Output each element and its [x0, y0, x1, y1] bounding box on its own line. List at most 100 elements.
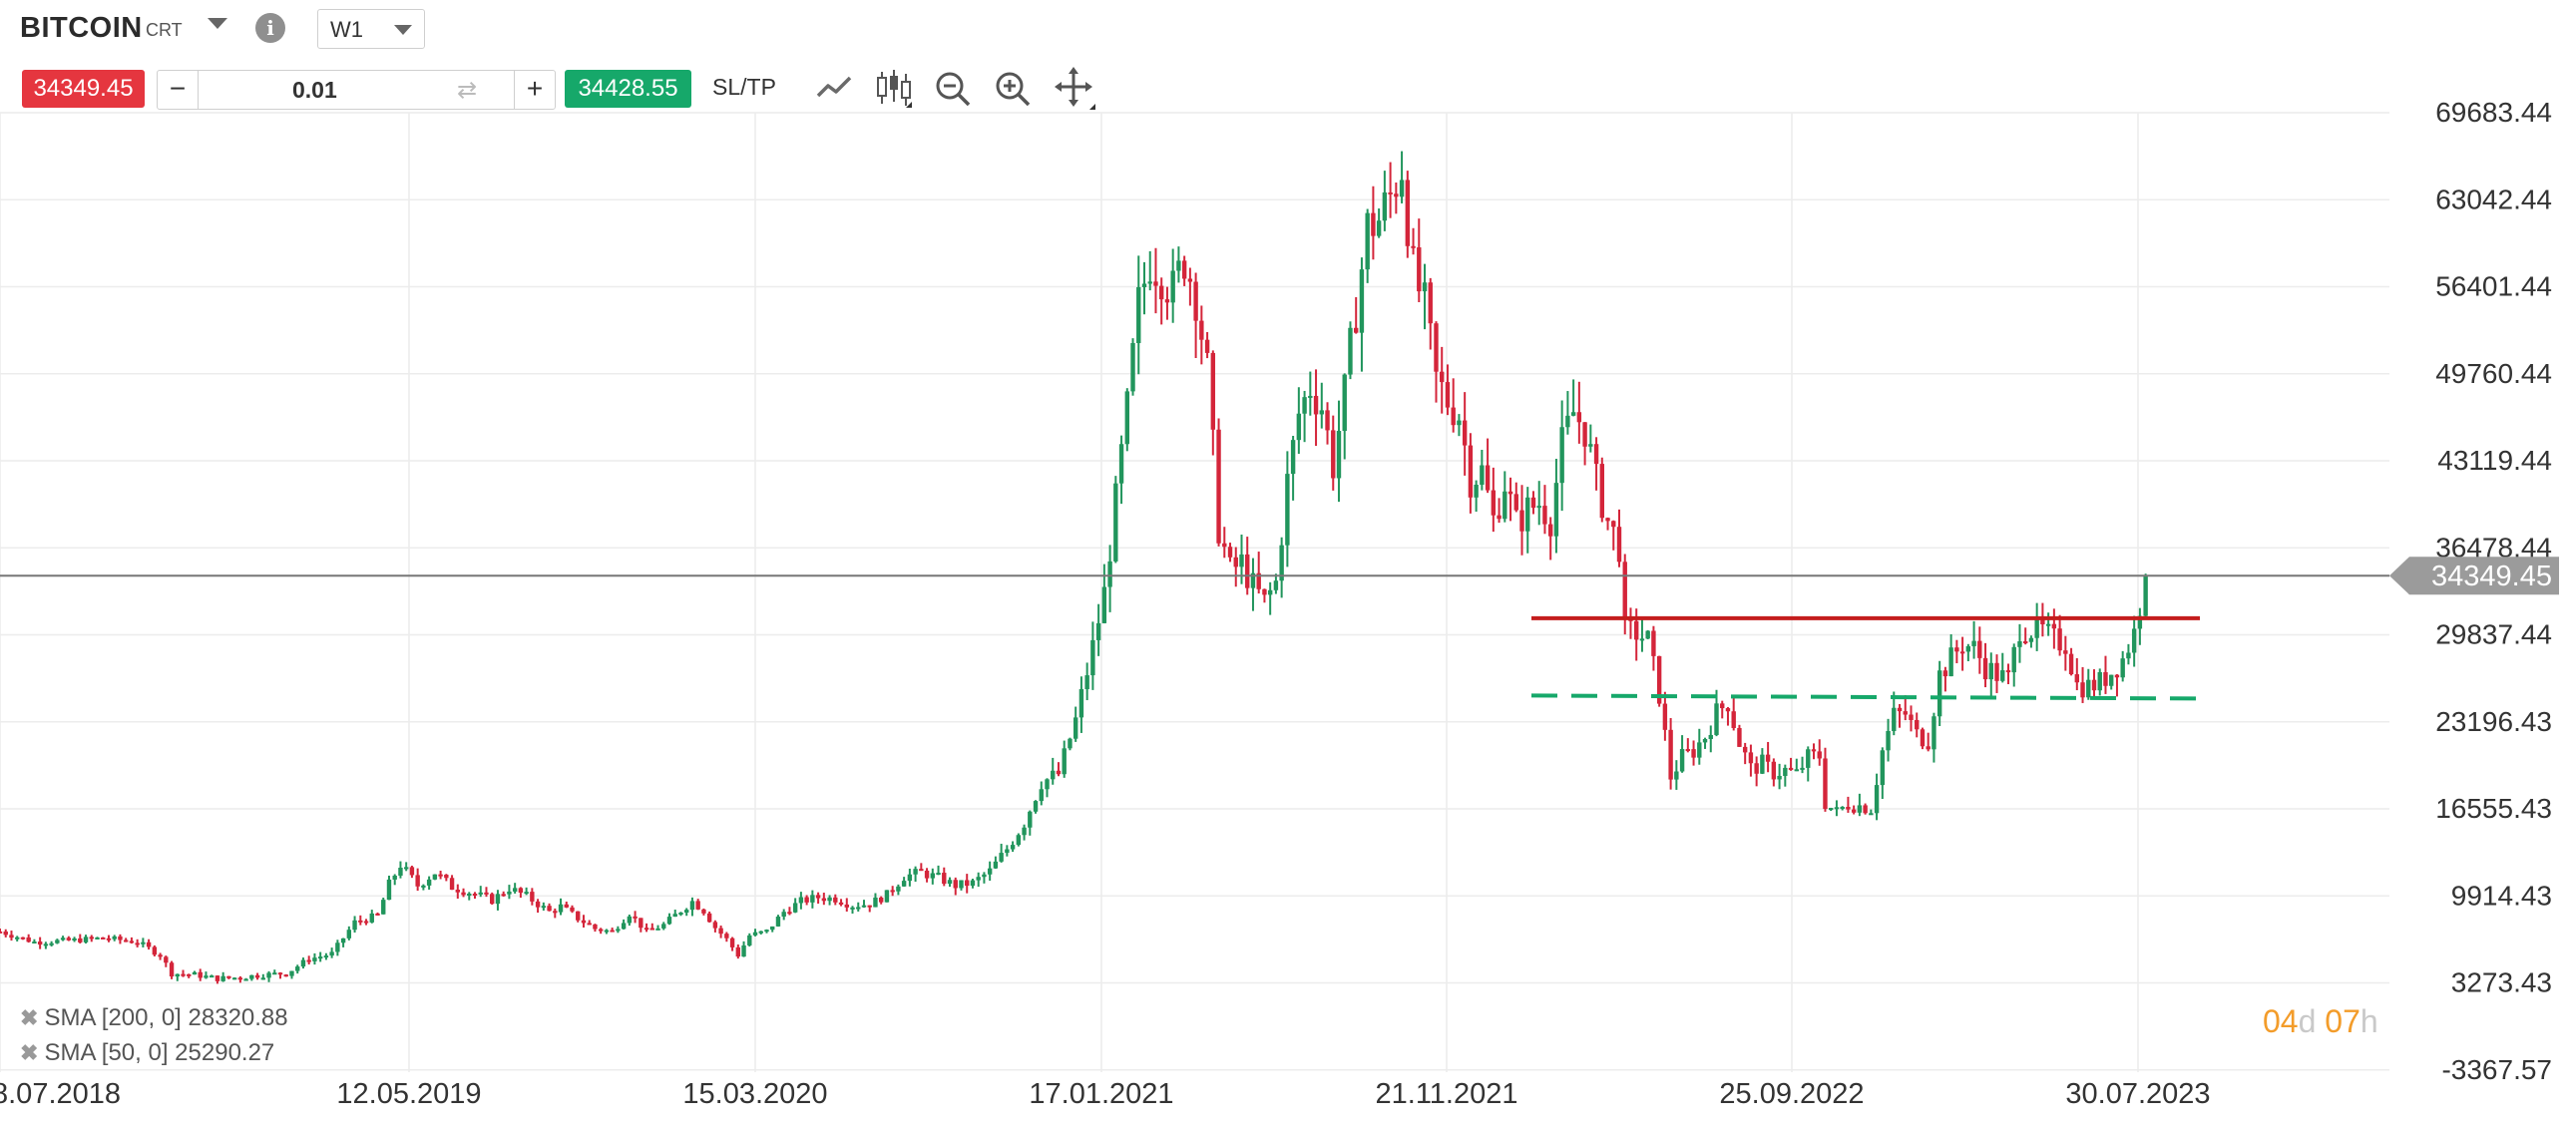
- remove-indicator-icon[interactable]: ✖: [20, 1005, 39, 1030]
- decrease-button[interactable]: −: [158, 71, 199, 109]
- candle-body: [1668, 729, 1673, 780]
- candle-body: [838, 902, 844, 905]
- candle-body: [1405, 180, 1411, 246]
- candle-body: [1159, 285, 1164, 300]
- increase-button[interactable]: +: [514, 71, 555, 109]
- candle-body: [1892, 707, 1897, 731]
- level-lines[interactable]: [1530, 615, 2201, 701]
- candle-body: [1771, 761, 1777, 780]
- candle-body: [1445, 382, 1451, 408]
- candle-body: [965, 880, 970, 887]
- candle-body: [844, 904, 849, 908]
- candlestick-icon[interactable]: [872, 64, 916, 112]
- candle-body: [1754, 763, 1759, 774]
- candle-body: [1285, 474, 1290, 546]
- candle-body: [1897, 707, 1903, 712]
- line-chart-icon[interactable]: [812, 64, 856, 112]
- candle-body: [1720, 703, 1725, 709]
- candle-body: [1290, 440, 1296, 475]
- timeframe-value: W1: [330, 17, 363, 42]
- candle-body: [1851, 809, 1857, 813]
- lot-value[interactable]: 0.01: [292, 77, 337, 103]
- candle-body: [358, 920, 363, 923]
- candle-body: [2074, 674, 2080, 683]
- candle-body: [2000, 670, 2005, 681]
- candles: [0, 151, 2148, 984]
- candle-body: [993, 861, 999, 869]
- candle-body: [1823, 758, 1828, 810]
- sltp-button[interactable]: SL/TP: [712, 74, 776, 100]
- candle-body: [72, 938, 77, 941]
- candle-body: [1399, 180, 1405, 197]
- indicator-label: SMA [200, 0] 28320.88: [44, 1004, 288, 1031]
- candle-body: [1348, 327, 1353, 375]
- candle-body: [1507, 491, 1513, 495]
- candle-body: [226, 975, 231, 978]
- candle-body: [444, 875, 449, 879]
- candle-body: [231, 977, 237, 980]
- candle-body: [827, 897, 832, 902]
- swap-icon[interactable]: ⇄: [457, 77, 478, 104]
- candle-body: [2091, 679, 2097, 691]
- remove-indicator-icon[interactable]: ✖: [20, 1040, 39, 1065]
- symbol-name[interactable]: BITCOIN: [20, 12, 143, 44]
- candle-body: [1582, 422, 1587, 447]
- candle-body: [512, 888, 518, 892]
- candle-body: [655, 928, 660, 931]
- indicator-sma-200[interactable]: ✖ SMA [200, 0] 28320.88: [20, 1004, 288, 1032]
- zoom-out-icon[interactable]: [932, 64, 976, 112]
- candle-body: [289, 970, 294, 976]
- candle-body: [907, 874, 913, 882]
- timeframe-select[interactable]: W1: [317, 9, 425, 49]
- indicator-sma-50[interactable]: ✖ SMA [50, 0] 25290.27: [20, 1039, 274, 1067]
- support-line[interactable]: [1530, 693, 2201, 701]
- buy-button[interactable]: 34428.55: [565, 70, 691, 108]
- candle-body: [815, 895, 821, 899]
- candle-body: [1051, 770, 1056, 780]
- lot-stepper[interactable]: − 0.01 ⇄ +: [157, 70, 556, 110]
- candle-body: [369, 913, 374, 923]
- candle-body: [1204, 339, 1210, 353]
- candle-body: [1101, 586, 1107, 623]
- chevron-down-icon: [394, 25, 412, 35]
- zoom-in-icon[interactable]: [992, 64, 1036, 112]
- candle-body: [1714, 703, 1719, 735]
- sell-button[interactable]: 34349.45: [22, 70, 145, 108]
- candle-body: [66, 938, 72, 941]
- candle-body: [192, 971, 198, 975]
- candle-body: [712, 922, 718, 929]
- candle-body: [1542, 506, 1547, 525]
- candle-body: [37, 941, 43, 945]
- candle-body: [1062, 748, 1067, 775]
- candle-body: [1313, 395, 1319, 415]
- candle-body: [953, 880, 958, 889]
- candle-body: [621, 923, 627, 930]
- move-icon[interactable]: [1054, 64, 1097, 112]
- candle-body: [678, 913, 683, 916]
- info-icon[interactable]: i: [255, 13, 285, 43]
- y-tick-label: 3273.43: [2451, 967, 2552, 998]
- symbol-dropdown-icon[interactable]: [208, 18, 227, 29]
- candle-body: [352, 920, 357, 931]
- candle-body: [438, 874, 443, 877]
- candle-body: [1233, 557, 1238, 567]
- time-axis[interactable]: 8.07.2018 12.05.2019 15.03.2020 17.01.2021 2…: [0, 1078, 2211, 1110]
- candle-body: [2097, 671, 2102, 691]
- candle-body: [982, 874, 987, 878]
- candle-body: [398, 868, 403, 876]
- candle-body: [2103, 671, 2108, 686]
- candle-body: [1519, 510, 1524, 532]
- candle-body: [518, 888, 524, 893]
- candle-body: [1742, 746, 1748, 753]
- candle-body: [1095, 622, 1101, 640]
- candle-body: [1491, 490, 1497, 516]
- candle-body: [627, 916, 633, 924]
- candle-body: [1411, 245, 1416, 248]
- candle-body: [1147, 281, 1152, 284]
- candle-body: [1616, 527, 1622, 563]
- candle-body: [1915, 719, 1920, 730]
- candle-body: [495, 894, 501, 905]
- x-tick-label: 17.01.2021: [1029, 1078, 1173, 1110]
- candle-body: [861, 905, 867, 908]
